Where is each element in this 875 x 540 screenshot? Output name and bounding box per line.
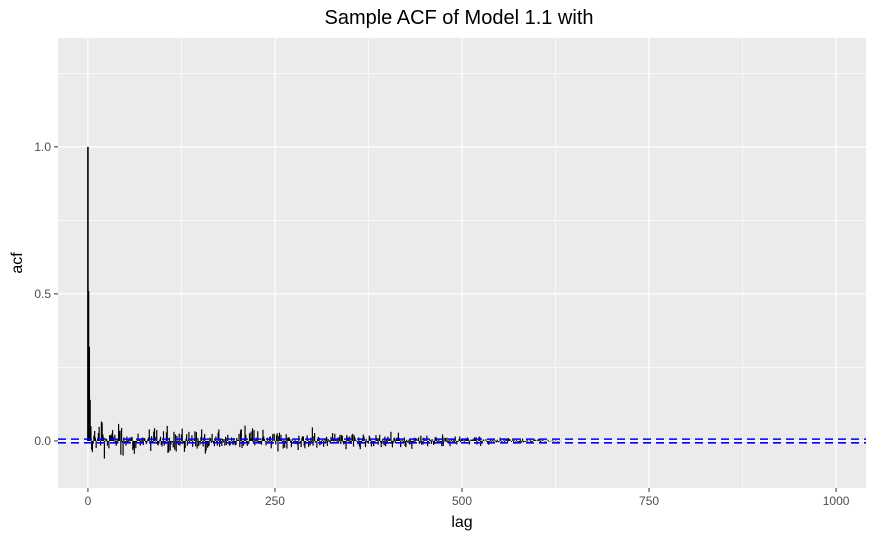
- major-gridlines: [58, 38, 866, 488]
- x-axis-title: lag: [451, 514, 472, 531]
- y-tick-label: 0.5: [34, 287, 51, 301]
- y-axis-title: acf: [9, 252, 26, 274]
- x-tick-label: 0: [85, 494, 92, 508]
- y-tick-label: 0.0: [34, 434, 51, 448]
- x-axis-ticks: 0 250 500 750 1000: [85, 488, 850, 508]
- y-axis-ticks: 0.0 0.5 1.0: [34, 140, 58, 448]
- x-tick-label: 1000: [823, 494, 850, 508]
- x-tick-label: 250: [265, 494, 285, 508]
- y-tick-label: 1.0: [34, 140, 51, 154]
- chart-title: Sample ACF of Model 1.1 with: [324, 7, 593, 29]
- x-tick-label: 750: [639, 494, 659, 508]
- confidence-band: [58, 438, 866, 444]
- x-tick-label: 500: [452, 494, 472, 508]
